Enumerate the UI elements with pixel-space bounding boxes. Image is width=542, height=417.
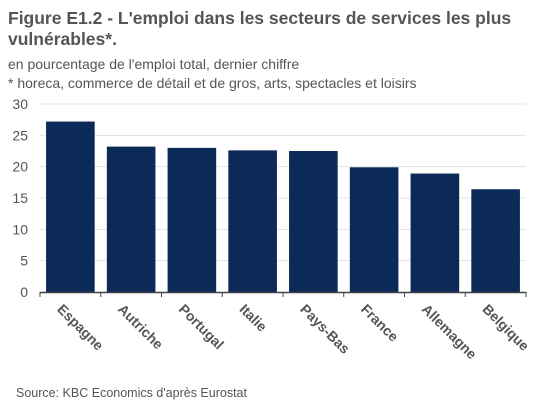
y-tick-label: 15 bbox=[12, 190, 28, 206]
x-tick-label: Portugal bbox=[176, 301, 227, 352]
bar-belgique bbox=[471, 189, 520, 292]
x-tick-label: Autriche bbox=[115, 301, 167, 353]
chart-footnote: * horeca, commerce de détail et de gros,… bbox=[8, 75, 417, 91]
y-tick-label: 20 bbox=[12, 159, 28, 175]
x-tick-label: France bbox=[358, 301, 402, 345]
x-tick-label: Belgique bbox=[480, 301, 533, 354]
bar-pays-bas bbox=[289, 151, 338, 292]
y-tick-label: 10 bbox=[12, 221, 28, 237]
bar-italie bbox=[228, 150, 277, 292]
y-tick-label: 5 bbox=[20, 253, 28, 269]
x-tick-label: Italie bbox=[237, 301, 271, 335]
x-tick-label: Allemagne bbox=[419, 301, 481, 363]
x-tick-label: Espagne bbox=[54, 301, 107, 354]
chart-subtitle: en pourcentage de l'emploi total, dernie… bbox=[8, 56, 300, 72]
bar-portugal bbox=[167, 147, 217, 292]
bar-france bbox=[349, 167, 399, 292]
bar-autriche bbox=[106, 146, 156, 292]
bar-allemagne bbox=[410, 173, 460, 292]
y-tick-label: 30 bbox=[12, 96, 28, 112]
y-tick-label: 25 bbox=[12, 127, 28, 143]
source-note: Source: KBC Economics d'après Eurostat bbox=[16, 386, 247, 400]
y-tick-label: 0 bbox=[20, 284, 28, 300]
chart-title: Figure E1.2 - L'emploi dans les secteurs… bbox=[8, 8, 512, 49]
bar-espagne bbox=[46, 121, 95, 293]
x-tick-label: Pays-Bas bbox=[297, 301, 353, 357]
